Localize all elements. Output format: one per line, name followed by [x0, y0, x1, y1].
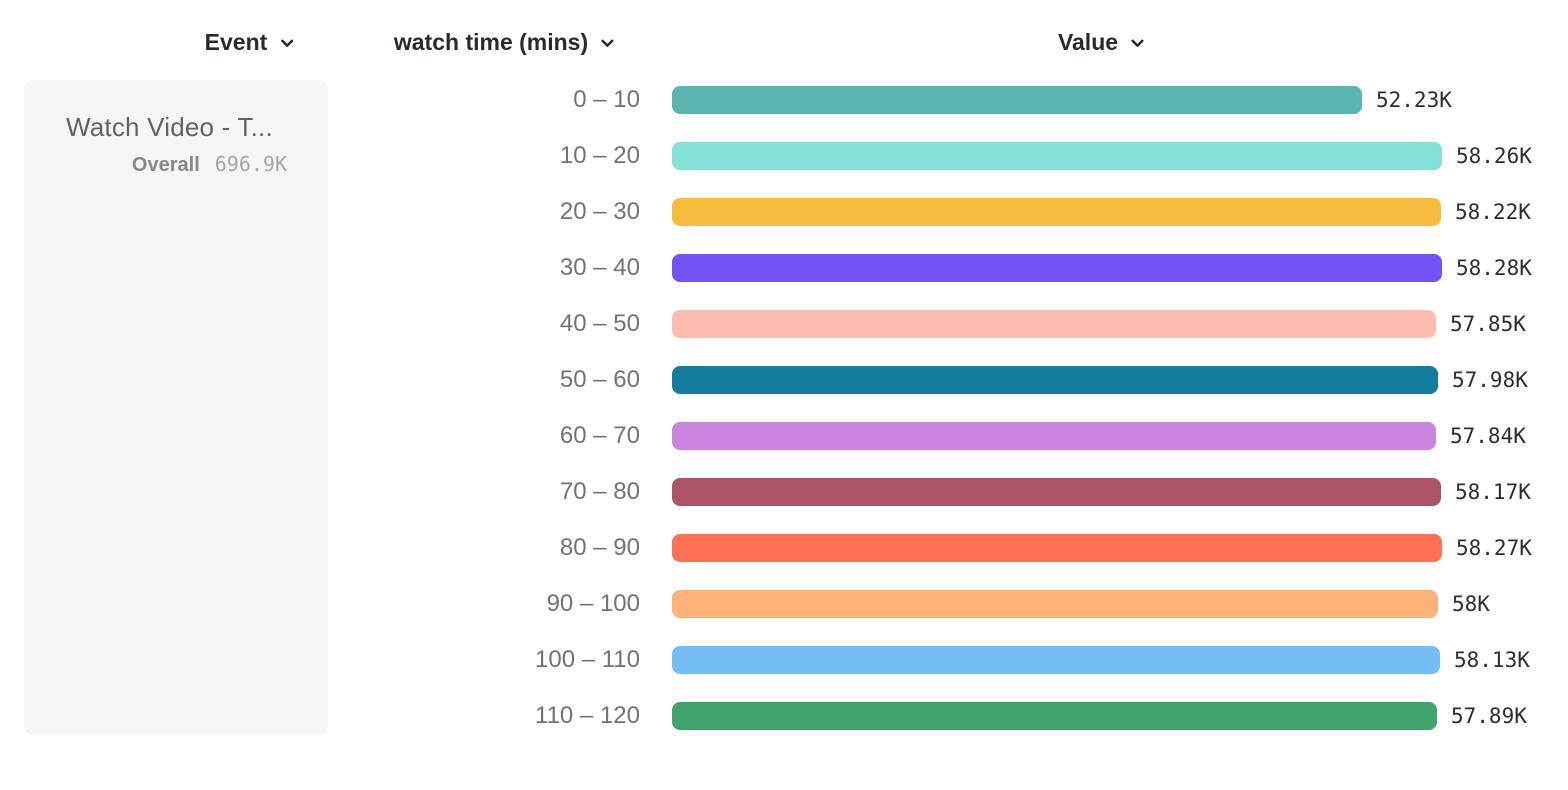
- bar-row: 90 – 100 58K: [0, 576, 1568, 632]
- event-card[interactable]: Watch Video - T... Overall 696.9K: [24, 80, 328, 735]
- bar-row: 110 – 120 57.89K: [0, 688, 1568, 744]
- bar-row: 20 – 30 58.22K: [0, 184, 1568, 240]
- bucket-label: 60 – 70: [559, 422, 640, 449]
- event-header-label: Event: [204, 28, 268, 55]
- value-label: 58K: [1452, 592, 1490, 616]
- bucket-label: 10 – 20: [559, 142, 640, 169]
- value-label: 58.26K: [1456, 144, 1532, 168]
- value-label: 58.28K: [1456, 256, 1532, 280]
- chevron-down-icon: [1129, 32, 1146, 52]
- value-bar[interactable]: [672, 702, 1437, 730]
- value-bar[interactable]: [672, 590, 1438, 618]
- bar-row: 0 – 10 52.23K: [0, 72, 1568, 128]
- event-title: Watch Video - T...: [66, 112, 273, 142]
- bar-row: 30 – 40 58.28K: [0, 240, 1568, 296]
- value-label: 58.17K: [1455, 480, 1531, 504]
- bar-row: 100 – 110 58.13K: [0, 632, 1568, 688]
- value-bar[interactable]: [672, 142, 1442, 170]
- value-label: 57.98K: [1452, 368, 1528, 392]
- value-label: 57.89K: [1451, 704, 1527, 728]
- value-bar[interactable]: [672, 478, 1441, 506]
- value-bar[interactable]: [672, 534, 1442, 562]
- overall-row: Overall 696.9K: [66, 152, 287, 177]
- bucket-label: 0 – 10: [573, 86, 640, 113]
- overall-value: 696.9K: [214, 152, 287, 176]
- bar-row: 60 – 70 57.84K: [0, 408, 1568, 464]
- overall-label: Overall: [131, 154, 200, 176]
- bucket-label: 80 – 90: [559, 534, 640, 561]
- event-column-header[interactable]: Event: [205, 26, 296, 58]
- value-label: 52.23K: [1376, 88, 1452, 112]
- value-label: 57.84K: [1450, 424, 1526, 448]
- value-label: 58.27K: [1456, 536, 1532, 560]
- bar-row: 50 – 60 57.98K: [0, 352, 1568, 408]
- bucket-label: 70 – 80: [559, 478, 640, 505]
- bucket-label: 30 – 40: [559, 254, 640, 281]
- bar-row: 70 – 80 58.17K: [0, 464, 1568, 520]
- value-column-header[interactable]: Value: [1058, 26, 1146, 58]
- chevron-down-icon: [599, 32, 616, 52]
- bucket-label: 110 – 120: [535, 702, 640, 729]
- dimension-column-header[interactable]: watch time (mins): [394, 26, 616, 58]
- value-bar[interactable]: [672, 198, 1441, 226]
- value-bar[interactable]: [672, 646, 1440, 674]
- value-label: 58.13K: [1454, 648, 1530, 672]
- bucket-label: 20 – 30: [559, 198, 640, 225]
- bucket-label: 100 – 110: [535, 646, 640, 673]
- value-bar[interactable]: [672, 422, 1436, 450]
- chevron-down-icon: [278, 32, 295, 52]
- bar-chart: 0 – 10 52.23K 10 – 20 58.26K 20 – 30 58.22K 30…: [0, 72, 1568, 744]
- value-bar[interactable]: [672, 310, 1436, 338]
- value-bar[interactable]: [672, 254, 1442, 282]
- dimension-header-label: watch time (mins): [393, 28, 589, 55]
- bar-row: 10 – 20 58.26K: [0, 128, 1568, 184]
- bucket-label: 50 – 60: [559, 366, 640, 393]
- bar-row: 40 – 50 57.85K: [0, 296, 1568, 352]
- value-bar[interactable]: [672, 366, 1438, 394]
- bucket-label: 40 – 50: [559, 310, 640, 337]
- bucket-label: 90 – 100: [546, 590, 640, 617]
- value-header-label: Value: [1057, 28, 1119, 55]
- bar-row: 80 – 90 58.27K: [0, 520, 1568, 576]
- value-label: 57.85K: [1450, 312, 1526, 336]
- value-bar[interactable]: [672, 86, 1362, 114]
- value-label: 58.22K: [1455, 200, 1531, 224]
